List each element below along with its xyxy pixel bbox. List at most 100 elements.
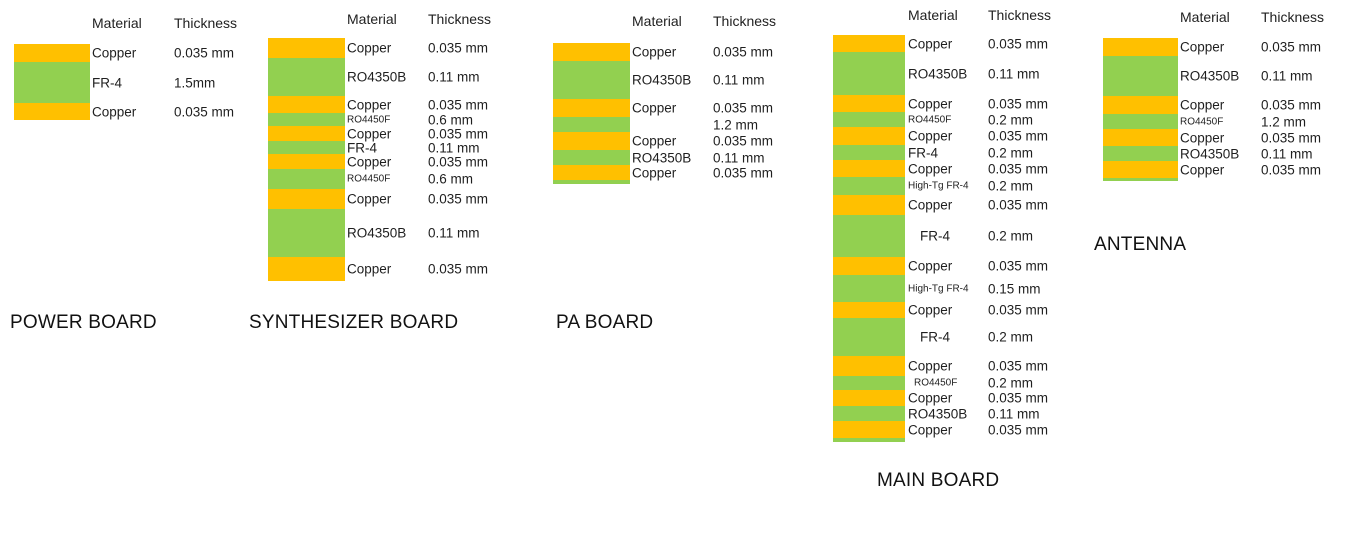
main-board-title: MAIN BOARD bbox=[877, 470, 1000, 491]
main-board-layer-4-substrate bbox=[833, 112, 905, 127]
thickness-value: 0.035 mm bbox=[428, 40, 489, 56]
thickness-value: 0.035 mm bbox=[988, 422, 1049, 437]
main-board-layer-16-substrate bbox=[833, 376, 905, 390]
material-label: Copper bbox=[632, 44, 677, 60]
material-label: Copper bbox=[908, 302, 953, 318]
pa-board-material-column-header: Material bbox=[632, 13, 682, 29]
material-label: Copper bbox=[908, 161, 953, 176]
thickness-value: 0.11 mm bbox=[428, 69, 480, 85]
pa-board-stack bbox=[553, 43, 630, 184]
thickness-value: 1.5mm bbox=[174, 75, 216, 90]
pa-board-layer-1-copper bbox=[553, 43, 630, 61]
thickness-value: 0.035 mm bbox=[174, 45, 235, 61]
thickness-value: 0.035 mm bbox=[988, 161, 1049, 176]
thickness-value: 0.035 mm bbox=[1261, 162, 1322, 177]
material-label: Copper bbox=[908, 358, 953, 374]
main-board-layer-12-substrate bbox=[833, 275, 905, 302]
thickness-value: 0.11 mm bbox=[428, 140, 480, 155]
material-label: Copper bbox=[908, 197, 953, 213]
material-label: Copper bbox=[347, 191, 392, 207]
material-label: RO4350B bbox=[1180, 68, 1240, 84]
power-board-material-column-header: Material bbox=[92, 15, 142, 31]
main-board-layer-13-copper bbox=[833, 302, 905, 318]
thickness-value: 0.035 mm bbox=[428, 191, 489, 207]
material-label: RO4450F bbox=[347, 114, 391, 125]
thickness-value: 0.6 mm bbox=[428, 112, 474, 127]
material-label: Copper bbox=[908, 128, 953, 144]
pa-board-layer-7-copper bbox=[553, 165, 630, 180]
material-label: Copper bbox=[347, 261, 392, 277]
main-board-layer-20-substrate bbox=[833, 438, 905, 442]
antenna-thickness-column-header: Thickness bbox=[1261, 9, 1325, 25]
thickness-value: 0.11 mm bbox=[1261, 68, 1313, 84]
thickness-value: 0.035 mm bbox=[988, 302, 1049, 318]
synthesizer-board-layer-10-substrate bbox=[268, 209, 345, 257]
synthesizer-board-material-column-header: Material bbox=[347, 11, 397, 27]
main-board-layer-7-copper bbox=[833, 160, 905, 177]
pa-board-layer-8-substrate bbox=[553, 180, 630, 184]
thickness-value: 0.11 mm bbox=[428, 225, 480, 241]
synthesizer-board-layer-9-copper bbox=[268, 189, 345, 209]
power-board-layer-3-copper bbox=[14, 103, 90, 120]
material-label: Copper bbox=[908, 258, 953, 274]
synthesizer-board-layer-5-copper bbox=[268, 126, 345, 141]
material-label: Copper bbox=[632, 165, 677, 180]
thickness-value: 0.2 mm bbox=[988, 112, 1034, 127]
material-label: High-Tg FR-4 bbox=[908, 180, 969, 192]
main-board-layer-8-substrate bbox=[833, 177, 905, 195]
material-label: RO4350B bbox=[908, 406, 968, 421]
main-board-layer-3-copper bbox=[833, 95, 905, 112]
main-board-layer-2-substrate bbox=[833, 52, 905, 95]
main-board-material-column-header: Material bbox=[908, 7, 958, 23]
thickness-value: 0.11 mm bbox=[988, 66, 1040, 81]
thickness-value: 0.035 mm bbox=[1261, 39, 1322, 55]
power-board-thickness-column-header: Thickness bbox=[174, 15, 238, 31]
material-label: RO4450F bbox=[908, 114, 952, 125]
material-label: FR-4 bbox=[908, 145, 938, 160]
main-board-layer-14-substrate bbox=[833, 318, 905, 356]
synthesizer-board-title: SYNTHESIZER BOARD bbox=[249, 312, 459, 333]
material-label: High-Tg FR-4 bbox=[908, 283, 969, 294]
thickness-value: 1.2 mm bbox=[713, 117, 759, 132]
main-board-layer-11-copper bbox=[833, 257, 905, 275]
power-board-layer-1-copper bbox=[14, 44, 90, 62]
main-board-thickness-column-header: Thickness bbox=[988, 7, 1052, 23]
power-board-layer-2-substrate bbox=[14, 62, 90, 103]
thickness-value: 0.2 mm bbox=[988, 329, 1034, 345]
material-label: RO4350B bbox=[1180, 146, 1240, 161]
material-label: Copper bbox=[347, 154, 392, 169]
antenna-layer-4-substrate bbox=[1103, 114, 1178, 129]
main-board-layer-15-copper bbox=[833, 356, 905, 376]
antenna-layer-1-copper bbox=[1103, 38, 1178, 56]
antenna-title: ANTENNA bbox=[1094, 234, 1187, 255]
synthesizer-board-layer-2-substrate bbox=[268, 58, 345, 96]
synthesizer-board-layer-1-copper bbox=[268, 38, 345, 58]
material-label: FR-4 bbox=[920, 329, 950, 345]
material-label: FR-4 bbox=[347, 140, 377, 155]
thickness-value: 0.15 mm bbox=[988, 281, 1041, 296]
pa-board-layer-5-copper bbox=[553, 132, 630, 150]
material-label: Copper bbox=[92, 104, 137, 119]
material-label: RO4450F bbox=[1180, 116, 1224, 127]
thickness-value: 0.035 mm bbox=[174, 104, 235, 119]
material-label: RO4350B bbox=[632, 150, 692, 165]
synthesizer-board-layer-7-copper bbox=[268, 154, 345, 169]
main-board-layer-19-copper bbox=[833, 421, 905, 438]
antenna-layer-8-substrate bbox=[1103, 178, 1178, 181]
thickness-value: 0.035 mm bbox=[988, 96, 1049, 111]
material-label: RO4450F bbox=[347, 173, 391, 185]
thickness-value: 0.035 mm bbox=[428, 97, 489, 112]
material-label: RO4350B bbox=[347, 225, 407, 241]
power-board-stack bbox=[14, 44, 90, 120]
pa-board-layer-2-substrate bbox=[553, 61, 630, 99]
main-board-layer-10-substrate bbox=[833, 215, 905, 257]
main-board-layer-17-copper bbox=[833, 390, 905, 406]
material-label: Copper bbox=[1180, 97, 1225, 113]
material-label: Copper bbox=[347, 97, 392, 112]
thickness-value: 0.035 mm bbox=[988, 358, 1049, 374]
